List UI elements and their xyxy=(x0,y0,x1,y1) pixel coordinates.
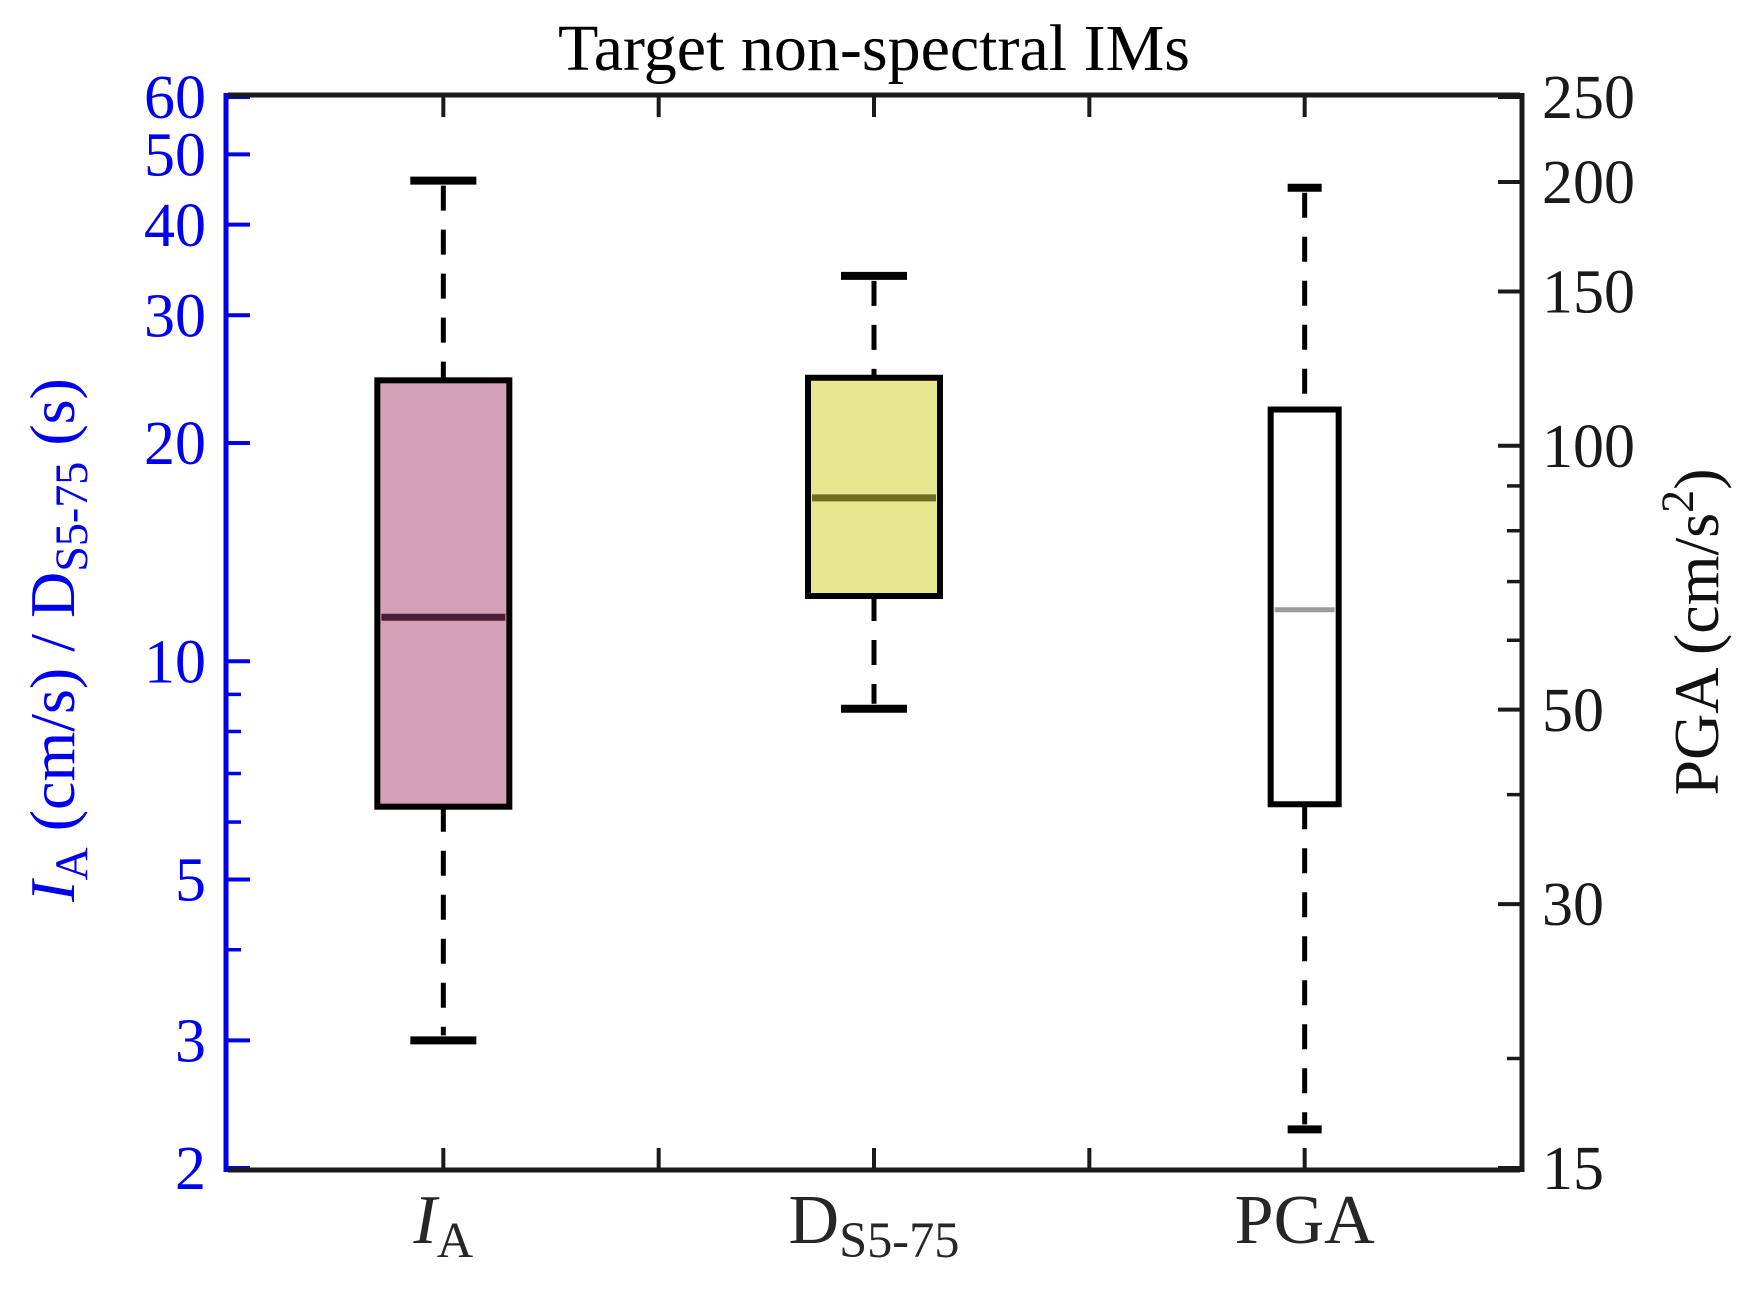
right-tick-label: 50 xyxy=(1542,677,1604,745)
right-axis-label: PGA (cm/s2) xyxy=(1651,468,1733,796)
box-ds575 xyxy=(805,374,943,600)
box-pga xyxy=(1267,406,1342,808)
left-tick-label: 2 xyxy=(175,1135,206,1203)
x-tick-label-ds575: DS5-75 xyxy=(789,1186,960,1266)
label-segment: S5-75 xyxy=(839,1212,960,1269)
label-segment: ) xyxy=(1661,468,1733,490)
label-segment: D xyxy=(788,1182,840,1259)
x-tick-label-ia: IA xyxy=(413,1186,473,1266)
right-tick-label: 15 xyxy=(1542,1135,1604,1203)
label-segment: PGA xyxy=(1234,1182,1375,1259)
label-segment: A xyxy=(436,1212,474,1269)
label-segment: S5-75 xyxy=(45,461,97,572)
label-segment: PGA (cm/s xyxy=(1661,512,1733,796)
left-tick-label: 20 xyxy=(144,410,206,478)
left-tick-label: 30 xyxy=(144,282,206,350)
label-segment: I xyxy=(17,880,89,902)
left-tick-label: 5 xyxy=(175,847,206,915)
right-tick-label: 100 xyxy=(1542,413,1635,481)
left-axis-label: IA (cm/s) / DS5-75 (s) xyxy=(17,378,97,902)
left-tick-label: 60 xyxy=(144,64,206,132)
label-segment: A xyxy=(45,847,97,881)
left-tick-label: 3 xyxy=(175,1007,206,1075)
left-tick-label: 40 xyxy=(144,192,206,260)
right-tick-label: 250 xyxy=(1542,64,1635,132)
label-segment: 2 xyxy=(1651,489,1703,513)
label-segment: (s) xyxy=(17,378,89,462)
left-tick-label: 10 xyxy=(144,628,206,696)
chart-title: Target non-spectral IMs xyxy=(558,12,1190,85)
box-ia xyxy=(374,377,513,810)
right-tick-label: 30 xyxy=(1542,871,1604,939)
left-tick-label: 50 xyxy=(144,121,206,189)
right-tick-label: 150 xyxy=(1542,259,1635,327)
label-segment: I xyxy=(413,1182,437,1259)
label-segment: (cm/s) / D xyxy=(17,571,89,848)
right-tick-label: 200 xyxy=(1542,149,1635,217)
x-tick-label-pga: PGA xyxy=(1235,1186,1375,1256)
